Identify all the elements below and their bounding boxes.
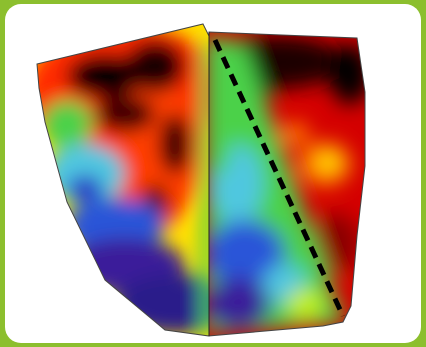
dashed-boundary-line: [212, 38, 346, 318]
field-heatmap-map: [36, 23, 366, 337]
image-frame: [5, 4, 421, 343]
left-field-outline: [36, 23, 212, 337]
right-field-zone: [209, 32, 365, 336]
right-field-outline: [208, 31, 366, 337]
left-field-zone: [37, 24, 211, 336]
